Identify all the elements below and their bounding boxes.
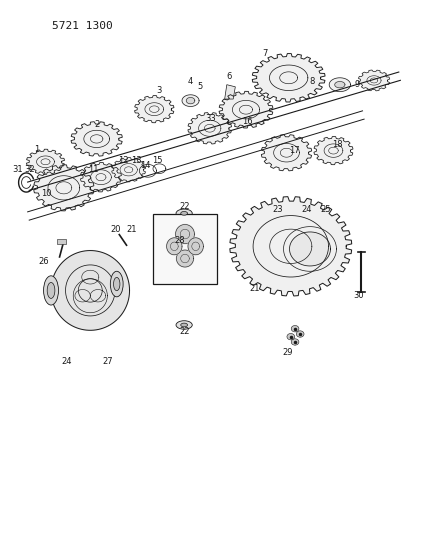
- Polygon shape: [188, 112, 232, 144]
- Text: 2: 2: [94, 119, 99, 128]
- Polygon shape: [80, 163, 122, 192]
- Text: 8: 8: [309, 77, 315, 86]
- Ellipse shape: [291, 326, 299, 332]
- Polygon shape: [335, 82, 345, 88]
- Polygon shape: [358, 70, 389, 91]
- Bar: [153, 214, 217, 284]
- Text: 25: 25: [321, 205, 331, 214]
- Ellipse shape: [110, 271, 123, 297]
- Text: 24: 24: [62, 357, 72, 366]
- Ellipse shape: [176, 209, 192, 217]
- Ellipse shape: [44, 276, 59, 305]
- Text: 6: 6: [226, 71, 232, 80]
- Ellipse shape: [181, 212, 187, 215]
- Text: 29: 29: [282, 348, 293, 357]
- Polygon shape: [134, 95, 174, 123]
- Ellipse shape: [296, 331, 304, 337]
- Text: 17: 17: [289, 146, 300, 155]
- Ellipse shape: [287, 334, 294, 340]
- Polygon shape: [262, 135, 312, 171]
- Ellipse shape: [181, 323, 187, 327]
- Text: 1: 1: [34, 145, 39, 154]
- Text: 31: 31: [12, 165, 23, 174]
- Text: 16: 16: [242, 117, 253, 126]
- Text: 5721 1300: 5721 1300: [52, 21, 113, 31]
- Polygon shape: [252, 53, 325, 102]
- Polygon shape: [314, 136, 353, 165]
- Text: 24: 24: [302, 205, 312, 214]
- Ellipse shape: [113, 277, 120, 290]
- Ellipse shape: [47, 282, 55, 298]
- Text: 28: 28: [175, 237, 185, 246]
- Text: 5: 5: [198, 82, 203, 91]
- Text: 23: 23: [273, 205, 283, 214]
- Text: 11: 11: [89, 165, 99, 174]
- Bar: [57, 239, 66, 244]
- Text: 13: 13: [131, 156, 142, 165]
- Text: 9: 9: [354, 80, 360, 89]
- Polygon shape: [175, 224, 194, 244]
- Polygon shape: [225, 85, 235, 99]
- Text: 18: 18: [333, 140, 343, 149]
- Polygon shape: [329, 78, 351, 92]
- Text: 30: 30: [353, 291, 363, 300]
- Polygon shape: [27, 149, 65, 174]
- Text: 32: 32: [24, 165, 35, 174]
- Polygon shape: [188, 238, 203, 255]
- Polygon shape: [186, 98, 195, 104]
- Text: 21: 21: [249, 284, 260, 293]
- Polygon shape: [166, 238, 182, 255]
- Polygon shape: [230, 197, 352, 296]
- Polygon shape: [182, 95, 199, 107]
- Text: 20: 20: [110, 225, 121, 234]
- Text: 15: 15: [152, 156, 163, 165]
- Text: 4: 4: [188, 77, 193, 86]
- Ellipse shape: [291, 339, 299, 345]
- Polygon shape: [51, 251, 130, 330]
- Polygon shape: [176, 250, 193, 267]
- Text: 27: 27: [103, 357, 113, 366]
- Text: 3: 3: [156, 85, 161, 94]
- Polygon shape: [34, 165, 94, 211]
- Polygon shape: [112, 158, 146, 182]
- Text: 26: 26: [38, 257, 49, 265]
- Polygon shape: [71, 122, 122, 156]
- Text: 14: 14: [140, 161, 150, 170]
- Text: 7: 7: [262, 50, 268, 58]
- Polygon shape: [219, 91, 273, 128]
- Text: 12: 12: [118, 156, 129, 165]
- Text: 22: 22: [180, 203, 190, 212]
- Polygon shape: [289, 232, 330, 266]
- Ellipse shape: [176, 321, 192, 329]
- Text: 22: 22: [180, 327, 190, 336]
- Text: 33: 33: [205, 114, 216, 123]
- Text: 21: 21: [127, 225, 137, 234]
- Text: 10: 10: [42, 189, 52, 198]
